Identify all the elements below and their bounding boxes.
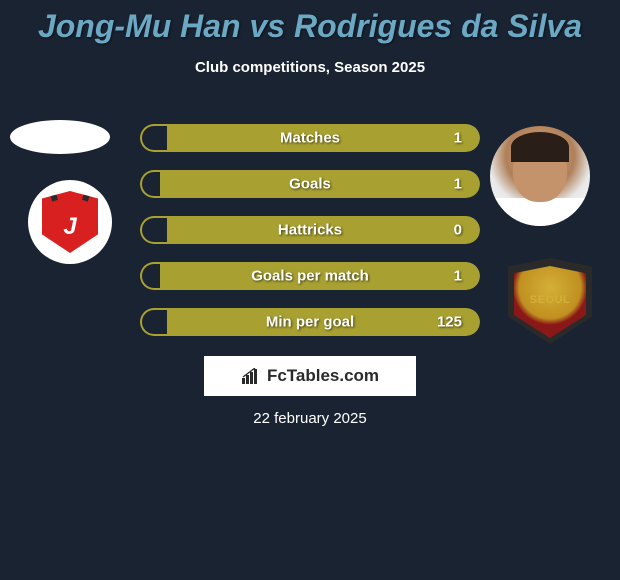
stat-label: Goals per match [251,268,369,285]
stats-container: Matches 1 Goals 1 Hattricks 0 Goals per … [140,124,480,354]
stat-value-right: 1 [454,176,462,193]
stat-label: Min per goal [266,314,354,331]
stat-left-fill [140,124,167,152]
stat-value-right: 1 [454,130,462,147]
stat-bar-matches: Matches 1 [140,124,480,152]
stat-left-fill [140,216,167,244]
stat-left-fill [140,308,167,336]
stat-value-right: 1 [454,268,462,285]
page-subtitle: Club competitions, Season 2025 [0,59,620,76]
stat-bar-goals: Goals 1 [140,170,480,198]
stat-label: Goals [289,176,331,193]
stat-label: Hattricks [278,222,342,239]
stat-left-fill [140,170,160,198]
player-right-avatar [490,126,590,226]
stat-value-right: 125 [437,314,462,331]
stat-bar-min-per-goal: Min per goal 125 [140,308,480,336]
team-right-crest-label: SEOUL [530,294,570,306]
brand-box: FcTables.com [204,356,416,396]
comparison-date: 22 february 2025 [253,410,366,427]
team-right-crest: SEOUL [500,258,600,348]
page-title: Jong-Mu Han vs Rodrigues da Silva [0,0,620,45]
stat-bar-hattricks: Hattricks 0 [140,216,480,244]
stat-label: Matches [280,130,340,147]
brand-chart-icon [241,368,261,384]
team-left-crest: J [28,180,112,264]
player-left-avatar [10,120,110,154]
stat-value-right: 0 [454,222,462,239]
brand-text: FcTables.com [267,366,379,386]
team-left-crest-letter: J [63,213,76,241]
stat-left-fill [140,262,160,290]
stat-bar-goals-per-match: Goals per match 1 [140,262,480,290]
